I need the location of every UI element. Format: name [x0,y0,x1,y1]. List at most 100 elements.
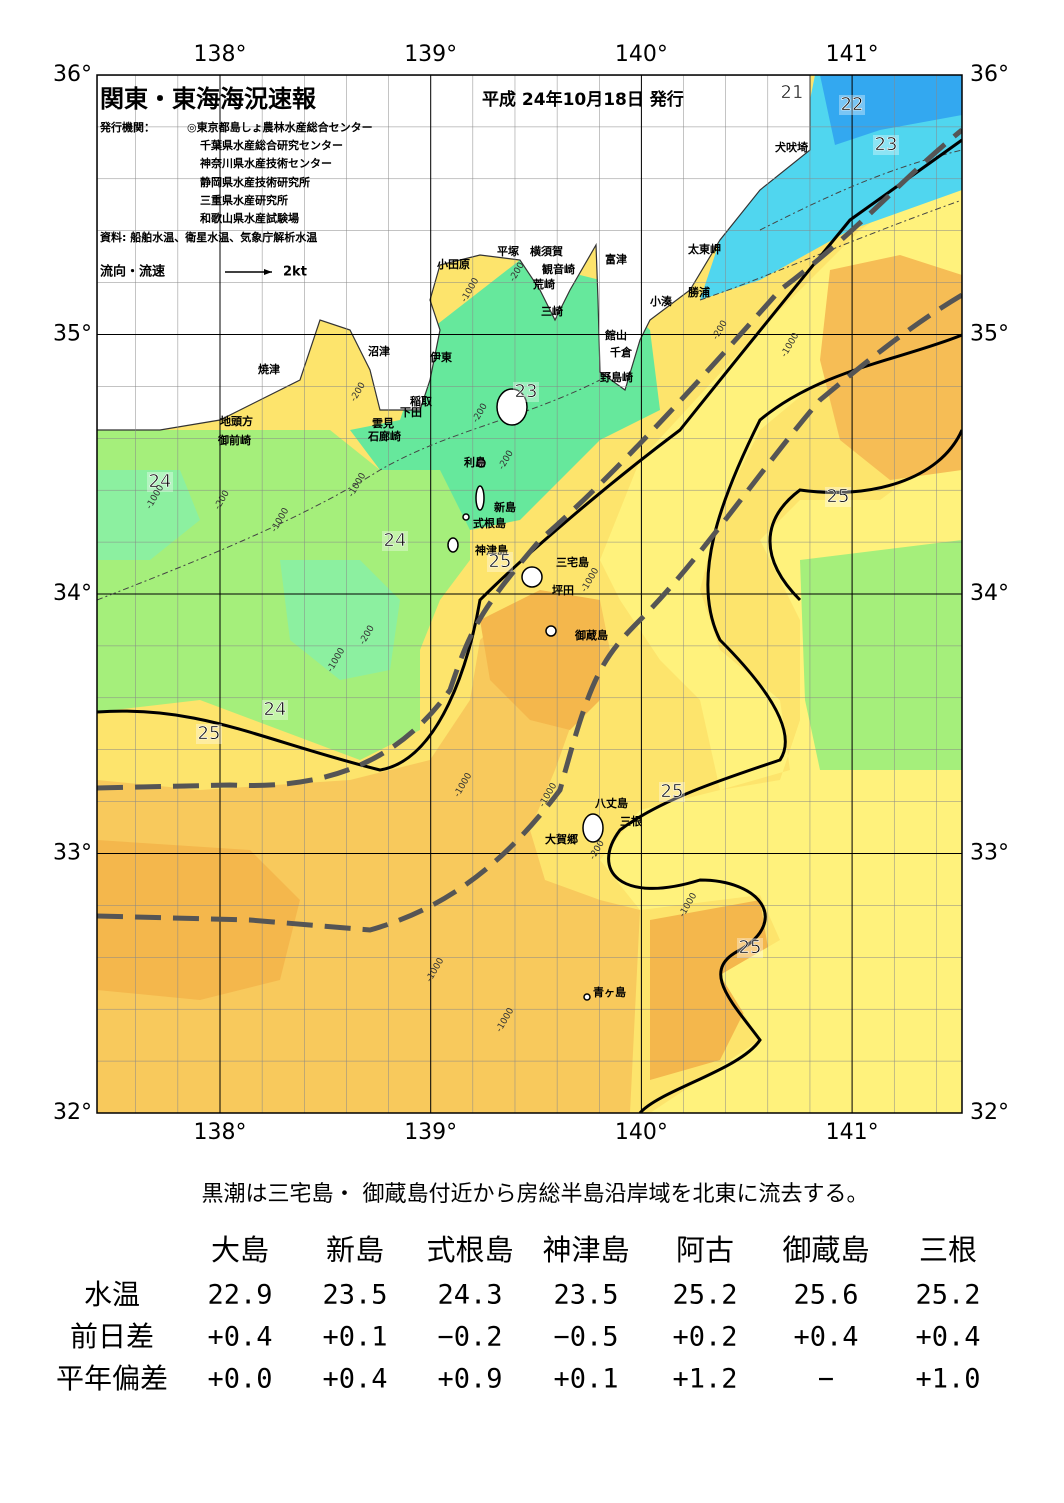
table-cell: 22.9 [207,1280,272,1311]
table-cell: 25.6 [793,1280,858,1311]
lat-label: 33° [53,841,92,866]
summary: 黒潮は三宅島・ 御蔵島付近から房総半島沿岸域を北東に流去する。 [202,1182,869,1207]
label-halo [873,135,899,155]
lon-label: 141° [826,1120,879,1145]
mild-zone [600,160,962,1113]
table-cell: 25.2 [672,1280,737,1311]
place-name: 沼津 [368,344,390,358]
islands [447,388,604,1001]
temperature-label: 25 [827,486,850,507]
place-name: 焼津 [258,362,280,376]
temperature-label: 25 [739,937,762,958]
table-cell: 24.3 [437,1280,502,1311]
colder-zone [820,75,962,145]
isotherm-25 [768,429,962,602]
kuroshio-edge [97,292,962,933]
place-name: 横須賀 [530,244,563,258]
lat-label: 32° [53,1100,92,1125]
temperature-label: 25 [198,723,221,744]
kuroshio-edges [97,128,962,933]
kuroshio-edge [97,128,962,791]
label-halo [382,531,408,551]
publisher: 静岡県水産技術研究所 [200,175,310,189]
place-name: 青ヶ島 [593,985,626,999]
place-name: 三根 [620,814,643,828]
table-cell: +0.1 [322,1322,387,1353]
island [583,993,591,1001]
publisher: 千葉県水産総合研究センター [200,138,343,152]
table-header: 阿古 [676,1233,734,1267]
lon-label: 138° [194,1120,247,1145]
table-cell: +1.0 [915,1364,980,1395]
place-name: 神津島 [475,543,508,557]
table-cell: 25.2 [915,1280,980,1311]
lat-label: 35° [53,322,92,347]
legend-unit: 2kt [283,265,307,280]
table-cell: +0.4 [322,1364,387,1395]
temperature-label: 23 [875,134,898,155]
lon-label: 138° [194,42,247,67]
publisher: ◎東京都島しょ農林水産総合センター [187,120,373,134]
publisher-label: 発行機関： [99,120,155,134]
place-name: 坪田 [552,584,574,597]
place-name: 野島崎 [600,370,633,384]
table-cell: 23.5 [322,1280,387,1311]
lon-label: 139° [404,1120,457,1145]
place-name: 勝浦 [688,285,710,299]
map-title: 関東・東海海況速報 [100,85,317,113]
label-halo [659,782,685,802]
lat-label: 35° [970,322,1009,347]
table-header: 神津島 [542,1233,629,1267]
table-header: 御蔵島 [782,1233,869,1267]
table-cell: +0.9 [437,1364,502,1395]
island [475,485,485,511]
table-cell: +0.2 [672,1322,737,1353]
island [447,537,459,553]
place-name: 犬吠埼 [775,140,808,154]
temperature-label: 24 [384,530,407,551]
temperature-label: 25 [489,551,512,572]
place-name: 平塚 [497,244,519,258]
data-source: 資料: 船舶水温、衛星水温、気象庁解析水温 [100,230,317,244]
label-halo [196,724,222,744]
lon-label: 140° [615,42,668,67]
place-name: 富津 [605,252,627,266]
island [476,458,486,468]
temperature-label: 21 [781,82,804,103]
place-name: 小田原 [436,257,470,271]
place-name: 地頭方 [220,414,253,428]
table-cell: +0.0 [207,1364,272,1395]
label-halo [779,83,805,103]
table-header: 三根 [919,1233,977,1267]
lon-label: 140° [615,1120,668,1145]
place-name: 観音崎 [542,262,575,276]
place-name: 小湊 [649,294,672,308]
table-cell: −0.2 [437,1322,502,1353]
island [545,625,557,637]
fine-grid [97,75,962,1113]
lat-label: 34° [53,581,92,606]
lat-label: 33° [970,841,1009,866]
place-name: 雲見 [372,417,394,430]
temperature-label: 25 [661,781,684,802]
temperature-label: 22 [841,94,864,115]
place-name: 荒崎 [532,277,555,291]
lat-label: 36° [53,62,92,87]
label-halo [737,938,763,958]
place-name: 利島 [464,455,486,469]
cool-eddy [800,540,962,770]
label-halo [839,95,865,115]
island [496,388,528,426]
island [521,566,543,588]
isotherm-25 [97,138,962,772]
place-name: 石廊崎 [367,429,401,443]
table-header: 大島 [211,1233,269,1267]
label-halo [262,700,288,720]
lon-label: 139° [404,42,457,67]
row-label: 平年偏差 [56,1362,168,1395]
place-name: 御前崎 [217,433,251,447]
cooler-zone [97,470,400,680]
